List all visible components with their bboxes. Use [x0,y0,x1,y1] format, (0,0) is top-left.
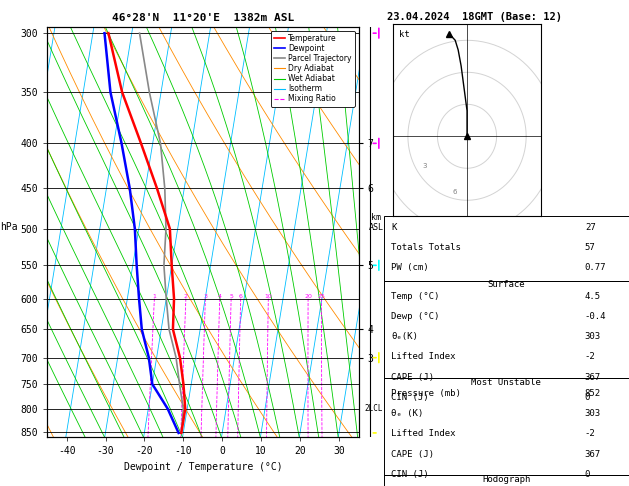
Y-axis label: hPa: hPa [1,222,18,232]
Text: 5: 5 [229,294,233,298]
Text: 4: 4 [218,294,222,298]
Text: 23.04.2024  18GMT (Base: 12): 23.04.2024 18GMT (Base: 12) [387,12,562,22]
Text: 2LCL: 2LCL [365,404,383,413]
Text: 852: 852 [585,389,601,398]
Text: 2: 2 [184,294,188,298]
X-axis label: Dewpoint / Temperature (°C): Dewpoint / Temperature (°C) [123,462,282,472]
Text: 10: 10 [264,294,272,298]
Text: 0: 0 [585,393,590,402]
Text: CAPE (J): CAPE (J) [391,373,434,382]
Text: Surface: Surface [487,280,525,290]
Text: 303: 303 [585,332,601,341]
Text: 303: 303 [585,409,601,418]
Text: CAPE (J): CAPE (J) [391,450,434,459]
Text: Most Unstable: Most Unstable [471,378,542,386]
Y-axis label: km
ASL: km ASL [369,213,384,232]
Text: 4.5: 4.5 [585,292,601,301]
Text: -2: -2 [585,352,596,362]
Text: θₑ(K): θₑ(K) [391,332,418,341]
Text: 6: 6 [452,189,457,195]
Text: 6: 6 [239,294,243,298]
Text: K: K [391,223,396,232]
Text: Lifted Index: Lifted Index [391,429,455,438]
Text: 367: 367 [585,373,601,382]
Text: 0: 0 [585,470,590,479]
Text: Dewp (°C): Dewp (°C) [391,312,440,321]
Text: θₑ (K): θₑ (K) [391,409,423,418]
Text: 1: 1 [152,294,157,298]
Text: Lifted Index: Lifted Index [391,352,455,362]
Text: 3: 3 [203,294,208,298]
Text: kt: kt [399,30,409,39]
Text: CIN (J): CIN (J) [391,470,429,479]
Text: 0.77: 0.77 [585,263,606,273]
Legend: Temperature, Dewpoint, Parcel Trajectory, Dry Adiabat, Wet Adiabat, Isotherm, Mi: Temperature, Dewpoint, Parcel Trajectory… [270,31,355,106]
Text: 20: 20 [304,294,312,298]
Text: -2: -2 [585,429,596,438]
Text: Pressure (mb): Pressure (mb) [391,389,461,398]
Text: PW (cm): PW (cm) [391,263,429,273]
Text: 25: 25 [318,294,325,298]
Text: CIN (J): CIN (J) [391,393,429,402]
Text: Totals Totals: Totals Totals [391,243,461,252]
Text: Hodograph: Hodograph [482,475,530,484]
Text: 27: 27 [585,223,596,232]
Text: 57: 57 [585,243,596,252]
Text: -0.4: -0.4 [585,312,606,321]
Text: 3: 3 [423,163,427,169]
Text: 367: 367 [585,450,601,459]
Title: 46°28'N  11°20'E  1382m ASL: 46°28'N 11°20'E 1382m ASL [112,13,294,23]
Text: Temp (°C): Temp (°C) [391,292,440,301]
